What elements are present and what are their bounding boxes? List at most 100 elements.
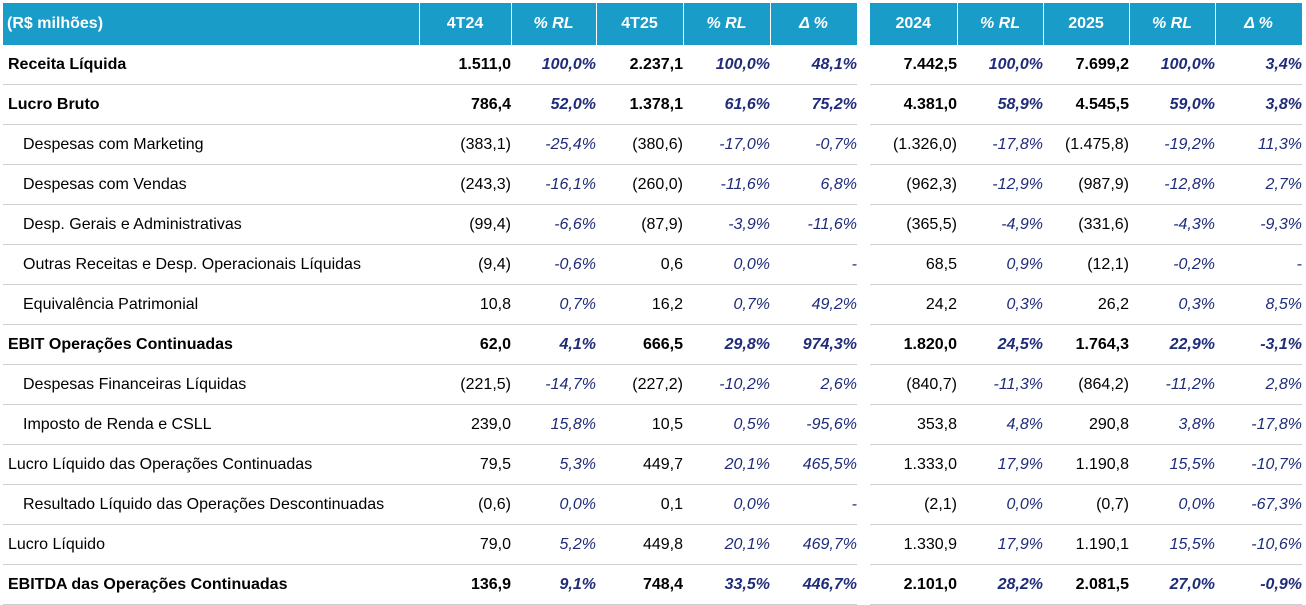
- percent-cell: 974,3%: [770, 324, 857, 365]
- value-cell: 7.699,2: [1043, 45, 1129, 85]
- percent-cell: -14,7%: [511, 364, 596, 405]
- percent-cell: 27,0%: [1129, 564, 1215, 605]
- table-header: (R$ milhões) 4T24 % RL 4T25 % RL Δ % 202…: [3, 3, 1303, 45]
- table-row: Outras Receitas e Desp. Operacionais Líq…: [3, 244, 1302, 285]
- value-cell: 786,4: [419, 84, 511, 125]
- percent-cell: 3,4%: [1215, 45, 1302, 85]
- percent-cell: 20,1%: [683, 524, 770, 565]
- percent-cell: 2,8%: [1215, 364, 1302, 405]
- percent-cell: -17,0%: [683, 124, 770, 165]
- percent-cell: 100,0%: [1129, 45, 1215, 85]
- row-label: EBITDA das Operações Continuadas: [3, 564, 419, 605]
- value-cell: 4.545,5: [1043, 84, 1129, 125]
- header-col-4t24: 4T24: [419, 3, 512, 45]
- column-gap: [857, 324, 870, 365]
- percent-cell: 6,8%: [770, 164, 857, 205]
- percent-cell: -25,4%: [511, 124, 596, 165]
- percent-cell: 33,5%: [683, 564, 770, 605]
- percent-cell: -: [770, 484, 857, 525]
- header-label: (R$ milhões): [3, 3, 420, 45]
- percent-cell: 4,1%: [511, 324, 596, 365]
- percent-cell: -17,8%: [957, 124, 1043, 165]
- percent-cell: 9,1%: [511, 564, 596, 605]
- table-row: EBITDA das Operações Continuadas 136,9 9,1…: [3, 564, 1302, 605]
- value-cell: 79,0: [419, 524, 511, 565]
- percent-cell: -19,2%: [1129, 124, 1215, 165]
- row-label: Despesas com Marketing: [3, 124, 419, 165]
- percent-cell: -0,7%: [770, 124, 857, 165]
- value-cell: (1.475,8): [1043, 124, 1129, 165]
- value-cell: (0,6): [419, 484, 511, 525]
- value-cell: 1.820,0: [870, 324, 957, 365]
- value-cell: 449,8: [596, 524, 683, 565]
- row-label: Lucro Bruto: [3, 84, 419, 125]
- value-cell: 449,7: [596, 444, 683, 485]
- value-cell: (227,2): [596, 364, 683, 405]
- percent-cell: 0,5%: [683, 404, 770, 445]
- column-gap: [857, 444, 870, 485]
- percent-cell: 15,5%: [1129, 444, 1215, 485]
- value-cell: 1.330,9: [870, 524, 957, 565]
- percent-cell: 49,2%: [770, 284, 857, 325]
- value-cell: 1.333,0: [870, 444, 957, 485]
- percent-cell: 29,8%: [683, 324, 770, 365]
- percent-cell: 0,7%: [511, 284, 596, 325]
- value-cell: (383,1): [419, 124, 511, 165]
- table-row: Resultado Líquido das Operações Desconti…: [3, 484, 1302, 525]
- percent-cell: 469,7%: [770, 524, 857, 565]
- value-cell: (2,1): [870, 484, 957, 525]
- header-col-2025: 2025: [1043, 3, 1130, 45]
- value-cell: 68,5: [870, 244, 957, 285]
- percent-cell: -95,6%: [770, 404, 857, 445]
- percent-cell: -: [1215, 244, 1302, 285]
- value-cell: (864,2): [1043, 364, 1129, 405]
- value-cell: (87,9): [596, 204, 683, 245]
- percent-cell: 0,0%: [1129, 484, 1215, 525]
- table-row: Equivalência Patrimonial 10,8 0,7% 16,2 0,7%…: [3, 284, 1302, 325]
- column-gap: [857, 564, 870, 605]
- table-row: Lucro Bruto 786,4 52,0% 1.378,1 61,6% 75,2% 4.…: [3, 84, 1302, 125]
- value-cell: 10,8: [419, 284, 511, 325]
- percent-cell: 3,8%: [1129, 404, 1215, 445]
- percent-cell: 15,5%: [1129, 524, 1215, 565]
- row-label: Desp. Gerais e Administrativas: [3, 204, 419, 245]
- percent-cell: -0,6%: [511, 244, 596, 285]
- value-cell: 1.764,3: [1043, 324, 1129, 365]
- percent-cell: 2,7%: [1215, 164, 1302, 205]
- header-col-delta: Δ %: [770, 3, 858, 45]
- value-cell: 1.190,1: [1043, 524, 1129, 565]
- percent-cell: -10,2%: [683, 364, 770, 405]
- percent-cell: 465,5%: [770, 444, 857, 485]
- value-cell: 62,0: [419, 324, 511, 365]
- value-cell: 4.381,0: [870, 84, 957, 125]
- percent-cell: -67,3%: [1215, 484, 1302, 525]
- value-cell: (260,0): [596, 164, 683, 205]
- percent-cell: -4,3%: [1129, 204, 1215, 245]
- column-gap: [857, 364, 870, 405]
- percent-cell: -6,6%: [511, 204, 596, 245]
- value-cell: (221,5): [419, 364, 511, 405]
- column-gap: [857, 164, 870, 205]
- percent-cell: 0,3%: [957, 284, 1043, 325]
- column-gap: [857, 204, 870, 245]
- row-label: Receita Líquida: [3, 45, 419, 85]
- value-cell: (243,3): [419, 164, 511, 205]
- value-cell: (12,1): [1043, 244, 1129, 285]
- percent-cell: -11,3%: [957, 364, 1043, 405]
- table-row: Lucro Líquido das Operações Continuadas 7…: [3, 444, 1302, 485]
- value-cell: 136,9: [419, 564, 511, 605]
- column-gap: [857, 404, 870, 445]
- percent-cell: -12,8%: [1129, 164, 1215, 205]
- percent-cell: 8,5%: [1215, 284, 1302, 325]
- percent-cell: -0,2%: [1129, 244, 1215, 285]
- percent-cell: -11,2%: [1129, 364, 1215, 405]
- value-cell: (1.326,0): [870, 124, 957, 165]
- header-col-4t25: 4T25: [596, 3, 684, 45]
- percent-cell: 48,1%: [770, 45, 857, 85]
- value-cell: (365,5): [870, 204, 957, 245]
- percent-cell: -9,3%: [1215, 204, 1302, 245]
- percent-cell: -3,1%: [1215, 324, 1302, 365]
- value-cell: (331,6): [1043, 204, 1129, 245]
- value-cell: 290,8: [1043, 404, 1129, 445]
- header-col-pct-rl: % RL: [511, 3, 597, 45]
